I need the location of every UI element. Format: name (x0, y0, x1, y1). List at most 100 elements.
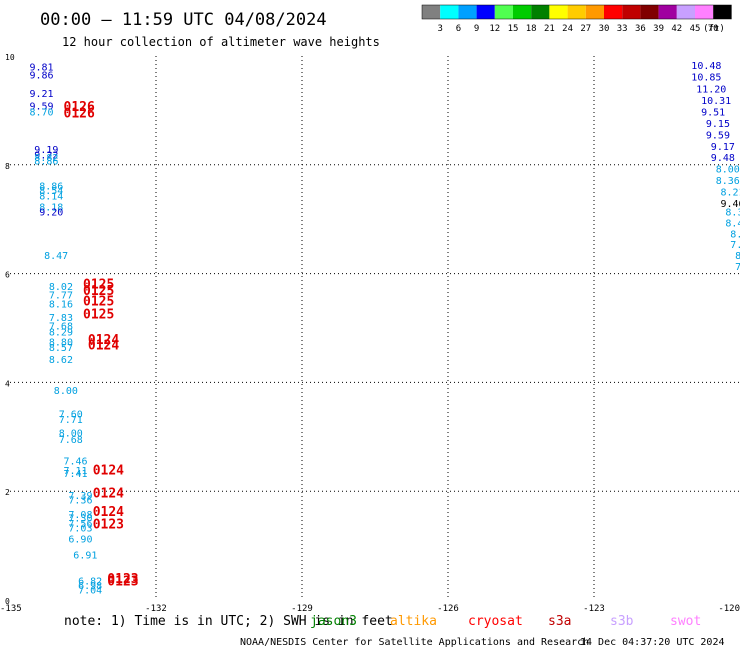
scale-label: 70 (708, 24, 719, 34)
scale-label: 36 (635, 24, 646, 34)
wave-height-label: 8.47 (725, 219, 740, 230)
wave-height-label: 7.04 (78, 586, 102, 597)
wave-height-label: 7.82 (735, 262, 740, 273)
wave-height-label: 7.03 (68, 524, 92, 535)
wave-height-label: 9.48 (711, 153, 735, 164)
satellite-legend-item: s3a (548, 614, 571, 629)
scale-swatch (422, 5, 441, 19)
wave-height-label: 8.47 (44, 251, 68, 262)
wave-height-label: 10.31 (701, 96, 731, 107)
wave-height-label: 8.21 (721, 188, 740, 199)
x-tick-label: -120 (718, 604, 740, 614)
wave-height-label: 8.00 (54, 386, 78, 397)
scale-swatch (676, 5, 695, 19)
scale-label: 27 (580, 24, 591, 34)
wave-height-label: 8.86 (34, 156, 58, 167)
y-tick-label: 10 (5, 53, 15, 62)
wave-height-label: 11.20 (696, 85, 726, 96)
wave-height-label: 7.08 (68, 510, 92, 521)
color-scale (421, 4, 732, 20)
scale-label: 6 (456, 24, 461, 34)
x-tick-label: -123 (583, 604, 605, 614)
wave-height-label: 7.86 (730, 240, 740, 251)
x-tick-label: -132 (145, 604, 167, 614)
wave-height-label: 8.16 (49, 300, 73, 311)
x-tick-label: -129 (291, 604, 313, 614)
scale-swatch (713, 5, 732, 19)
wave-height-label: 7.83 (49, 313, 73, 324)
color-scale-labels: 3 6 9 12 15 18 21 24 27 30 33 36 39 42 45 70 (437, 24, 718, 34)
pass-time-label: 0125 (83, 294, 114, 309)
wave-height-label: 7.41 (64, 469, 88, 480)
scale-swatch (604, 5, 623, 19)
pass-time-label: 0126 (64, 100, 95, 115)
wave-height-label: 8.29 (49, 327, 73, 338)
scale-swatch (494, 5, 513, 19)
scale-label: 3 (437, 24, 442, 34)
color-scale-unit: (ft) (703, 24, 725, 34)
wave-height-label: 7.36 (68, 495, 92, 506)
wave-height-label: 10.48 (691, 61, 721, 72)
wave-height-label: 8.62 (49, 355, 73, 366)
pass-time-label: 0124 (88, 338, 119, 353)
wave-height-label: 7.46 (64, 457, 88, 468)
scale-label: 9 (474, 24, 479, 34)
wave-height-label: 8.86 (39, 182, 63, 193)
wave-height-label: 6.90 (68, 535, 92, 546)
wave-height-label: 6.98 (78, 581, 102, 592)
wave-height-label: 9.19 (34, 145, 58, 156)
scale-swatch (531, 5, 550, 19)
wave-height-label: 7.71 (59, 415, 83, 426)
scale-swatch (458, 5, 477, 19)
wave-height-label: 9.81 (30, 62, 54, 73)
wave-height-label: 7.68 (49, 321, 73, 332)
scale-label: 15 (508, 24, 519, 34)
scale-label: 42 (671, 24, 682, 34)
scale-label: 12 (489, 24, 500, 34)
pass-time-label: 0124 (93, 505, 124, 520)
wave-height-label: 8.30 (725, 208, 740, 219)
data-labels: 9.819.869.219.598.709.199.228.828.868.86… (30, 61, 740, 597)
wave-height-label: 8.57 (49, 343, 73, 354)
wave-height-label: 8.14 (39, 191, 63, 202)
wave-height-label: 7.30 (68, 513, 92, 524)
y-axis-tick-labels: 0 2 4 6 8 10 (5, 53, 15, 606)
wave-height-label: 8.36 (716, 176, 740, 187)
wave-height-label: 8.80 (49, 338, 73, 349)
pass-time-label: 0126 (64, 107, 95, 122)
scale-swatch (549, 5, 568, 19)
scale-label: 45 (690, 24, 701, 34)
satellite-legend-item: s3b (610, 614, 634, 629)
satellite-legend-item: jason3 (310, 614, 357, 629)
scale-swatch (440, 5, 459, 19)
satellite-legend-item: swot (670, 614, 701, 629)
scale-swatch (622, 5, 641, 19)
scale-swatch (658, 5, 677, 19)
wave-height-label: 7.68 (59, 435, 83, 446)
scale-border (421, 4, 732, 20)
wave-height-label: 9.59 (706, 130, 730, 141)
wave-height-label: 9.59 (30, 102, 54, 113)
y-tick-label: 6 (5, 271, 10, 280)
wave-height-label: 8.02 (49, 282, 73, 293)
x-tick-label: -126 (437, 604, 459, 614)
wave-height-label: 7.77 (49, 290, 73, 301)
scale-swatch (585, 5, 604, 19)
footer-note: note: 1) Time is in UTC; 2) SWH is in fe… (64, 614, 393, 629)
grid-lines (10, 56, 740, 600)
pass-time-label: 0125 (83, 307, 114, 322)
y-tick-label: 8 (5, 162, 10, 171)
pass-time-label: 0125 (83, 284, 114, 299)
chart-title: 00:00 – 11:59 UTC 04/08/2024 (40, 10, 327, 30)
pass-time-label: 0124 (88, 333, 119, 348)
wave-height-label: 7.11 (64, 466, 88, 477)
satellite-legend-item: cryosat (468, 614, 523, 629)
wave-height-label: 9.21 (30, 89, 54, 100)
footer-timestamp: 14 Dec 04:37:20 UTC 2024 (580, 637, 725, 648)
scale-swatch (567, 5, 586, 19)
wave-height-label: 8.18 (39, 203, 63, 214)
pass-time-label: 0123 (107, 575, 138, 590)
satellite-legend: jason3 altika cryosat s3a s3b swot (310, 614, 701, 629)
wave-height-label: 8.00 (716, 165, 740, 176)
satellite-legend-item: altika (390, 614, 437, 629)
